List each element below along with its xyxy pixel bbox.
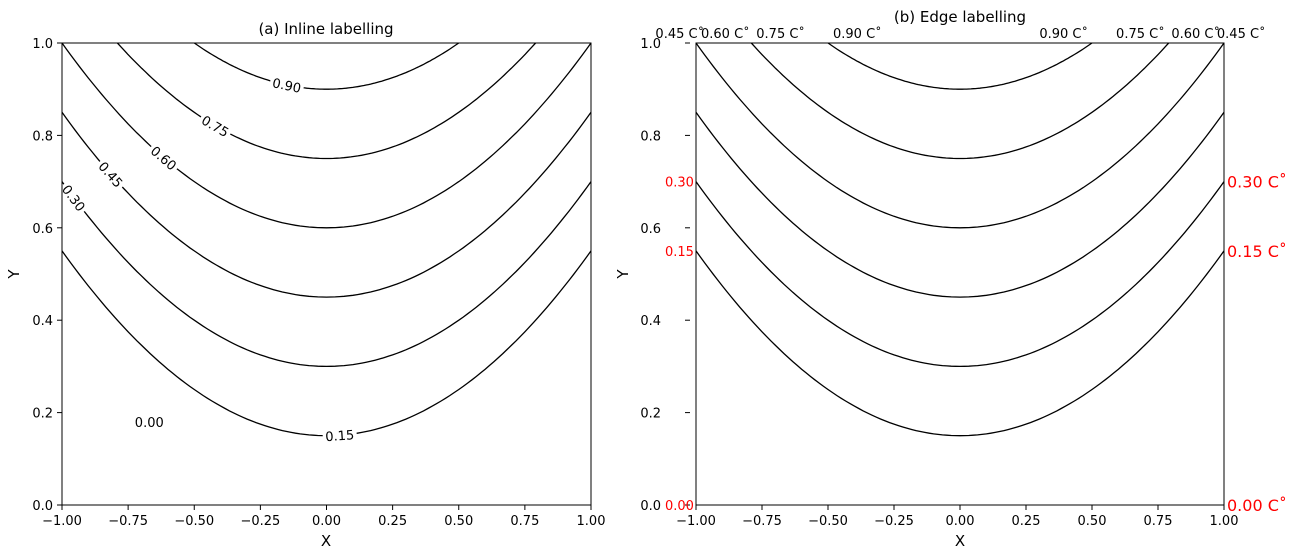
- y-tick-label: 0.0: [32, 499, 53, 514]
- inline-label-gap: [197, 109, 235, 141]
- contour-line-0.75: [750, 42, 1170, 160]
- panel-a-inline-labels: 0.000.150.300.450.600.750.90: [58, 72, 358, 445]
- inline-label-gap: [322, 425, 358, 444]
- contour-line-0.60: [695, 42, 1225, 229]
- right-edge-label: 0.00 C˚: [1227, 496, 1287, 515]
- top-edge-label: 0.60 C˚: [1171, 26, 1220, 42]
- panel-b-xlabel: X: [955, 532, 965, 550]
- panel-b-y-ticks: 0.0 0.2 0.4 0.6 0.8 1.0: [640, 37, 690, 514]
- panel-a-title: (a) Inline labelling: [258, 20, 393, 38]
- x-tick-label: 0.25: [1012, 514, 1041, 529]
- left-edge-label: 0.30: [665, 176, 694, 191]
- x-tick-label: −0.75: [108, 514, 148, 529]
- inline-label-gap: [94, 155, 129, 192]
- x-tick-label: 1.00: [1210, 514, 1239, 529]
- contour-line-0.30: [61, 181, 592, 368]
- panel-b-title: (b) Edge labelling: [894, 8, 1026, 26]
- left-edge-label: 0.00: [665, 499, 694, 514]
- x-tick-label: 0.75: [1144, 514, 1173, 529]
- panel-a-contours: [61, 42, 592, 437]
- top-edge-label: 0.60 C˚: [701, 26, 750, 42]
- panel-b-edge-labels: 0.45 C˚0.60 C˚ 0.75 C˚ 0.90 C˚ 0.90 C˚ 0.75 …: [655, 26, 1286, 515]
- x-tick-label: −0.25: [874, 514, 914, 529]
- x-tick-label: −0.50: [174, 514, 214, 529]
- top-edge-label: 0.90 C˚: [833, 26, 882, 42]
- top-edge-label: 0.75 C˚: [1116, 26, 1165, 42]
- x-tick-label: −1.00: [42, 514, 82, 529]
- contour-line-0.60: [61, 42, 592, 229]
- panel-a-xlabel: X: [321, 532, 331, 550]
- contour-line-0.75: [116, 42, 537, 160]
- inline-label-gap: [268, 72, 306, 96]
- y-tick-label: 0.2: [32, 407, 53, 422]
- panel-b-x-ticks: −1.00 −0.75 −0.50 −0.25 0.00 0.25 0.50 0.75 1.00: [676, 505, 1238, 529]
- panel-a-ylabel: Y: [5, 269, 23, 280]
- panel-a-x-ticks: −1.00 −0.75 −0.50 −0.25 0.00 0.25 0.50 0.75 1.00: [42, 505, 605, 529]
- contour-line-0.90: [193, 42, 460, 90]
- inline-label: 0.90: [271, 76, 302, 97]
- y-tick-label: 1.0: [32, 37, 53, 52]
- y-tick-label: 1.0: [640, 37, 661, 52]
- panel-a: 0.000.150.300.450.600.750.90 −1.00 −0.75−…: [5, 20, 605, 550]
- y-tick-label: 0.6: [32, 222, 53, 237]
- y-tick-label: 0.4: [640, 314, 661, 329]
- panel-b-ylabel: Y: [614, 269, 632, 280]
- top-edge-label: 0.75 C˚: [756, 26, 805, 42]
- panel-b-contours: [695, 42, 1225, 437]
- x-tick-label: 0.25: [378, 514, 407, 529]
- x-tick-label: 0.50: [444, 514, 473, 529]
- inline-label-gap: [146, 140, 183, 175]
- x-tick-label: 0.75: [510, 514, 539, 529]
- x-tick-label: −1.00: [676, 514, 716, 529]
- panel-b: −1.00 −0.75 −0.50 −0.25 0.00 0.25 0.50 0.75 1.00…: [614, 8, 1287, 550]
- contour-line-0.30: [695, 181, 1225, 368]
- x-tick-label: 1.00: [577, 514, 606, 529]
- inline-label-gap: [132, 413, 167, 430]
- contour-line-0.15: [695, 250, 1225, 437]
- y-tick-label: 0.8: [32, 129, 53, 144]
- inline-label-gap: [58, 178, 92, 216]
- contour-line-0.45: [61, 111, 592, 298]
- x-tick-label: −0.25: [240, 514, 280, 529]
- contour-line-0.15: [61, 250, 592, 437]
- y-tick-label: 0.6: [640, 222, 661, 237]
- x-tick-label: −0.50: [808, 514, 848, 529]
- x-tick-label: −0.75: [742, 514, 782, 529]
- inline-label: 0.00: [135, 416, 164, 431]
- y-tick-label: 0.0: [640, 499, 661, 514]
- contour-line-0.45: [695, 111, 1225, 298]
- x-tick-label: 0.50: [1078, 514, 1107, 529]
- y-tick-label: 0.8: [640, 129, 661, 144]
- panel-a-y-ticks: 0.0 0.2 0.4 0.6 0.8 1.0: [32, 37, 62, 514]
- inline-label: 0.15: [325, 428, 355, 445]
- y-tick-label: 0.4: [32, 314, 53, 329]
- y-tick-label: 0.2: [640, 407, 661, 422]
- contour-line-0.90: [827, 42, 1093, 90]
- top-edge-label: 0.45 C˚: [1217, 26, 1266, 42]
- left-edge-label: 0.15: [665, 245, 694, 260]
- x-tick-label: 0.00: [946, 514, 975, 529]
- x-tick-label: 0.00: [312, 514, 341, 529]
- right-edge-label: 0.15 C˚: [1227, 242, 1287, 261]
- top-edge-label: 0.45 C˚: [655, 26, 704, 42]
- right-edge-label: 0.30 C˚: [1227, 173, 1287, 192]
- top-edge-label: 0.90 C˚: [1039, 26, 1088, 42]
